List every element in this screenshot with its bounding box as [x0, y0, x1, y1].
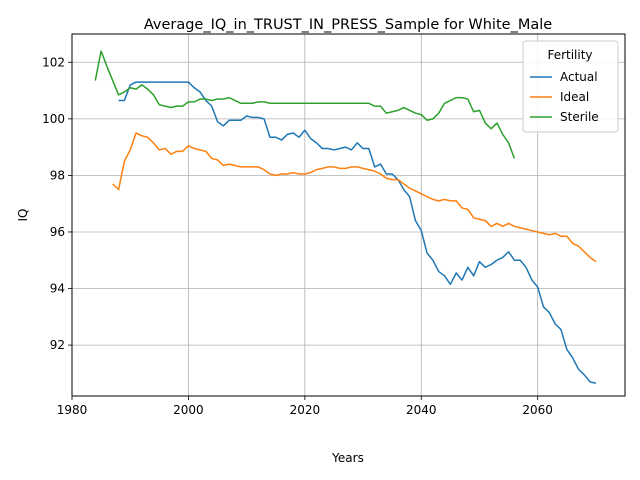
series-layer [94, 50, 597, 384]
plot-frame [71, 33, 626, 397]
y-axis-label: IQ [16, 209, 30, 222]
x-tick-label: 2020 [290, 403, 321, 417]
x-tick-label: 2040 [406, 403, 437, 417]
legend-label-actual: Actual [560, 70, 598, 84]
y-tick-label: 98 [50, 168, 65, 182]
legend-title: Fertility [547, 48, 592, 62]
y-tick-label: 96 [50, 225, 65, 239]
legend-label-sterile: Sterile [560, 110, 599, 124]
y-tick-label: 92 [50, 338, 65, 352]
chart-title: Average_IQ_in_TRUST_IN_PRESS_Sample for … [144, 17, 552, 33]
y-tick-label: 100 [42, 112, 65, 126]
legend-label-ideal: Ideal [560, 90, 589, 104]
series-line-sterile [94, 50, 516, 159]
x-axis-ticks: 1980 2000 2020 2040 2060 [57, 396, 553, 417]
legend-items: Actual Ideal Sterile [530, 70, 599, 124]
y-axis-ticks: 92 94 96 98 100 102 [42, 55, 72, 352]
legend: Fertility Actual Ideal Sterile [522, 40, 619, 133]
x-tick-label: 1980 [57, 403, 88, 417]
x-axis-label: Years [331, 451, 364, 465]
x-tick-label: 2060 [522, 403, 553, 417]
y-tick-label: 94 [50, 282, 65, 296]
series-line-ideal [112, 132, 597, 263]
y-tick-label: 102 [42, 55, 65, 69]
legend-box [522, 40, 619, 133]
series-line-actual [118, 81, 597, 384]
x-tick-label: 2000 [173, 403, 204, 417]
